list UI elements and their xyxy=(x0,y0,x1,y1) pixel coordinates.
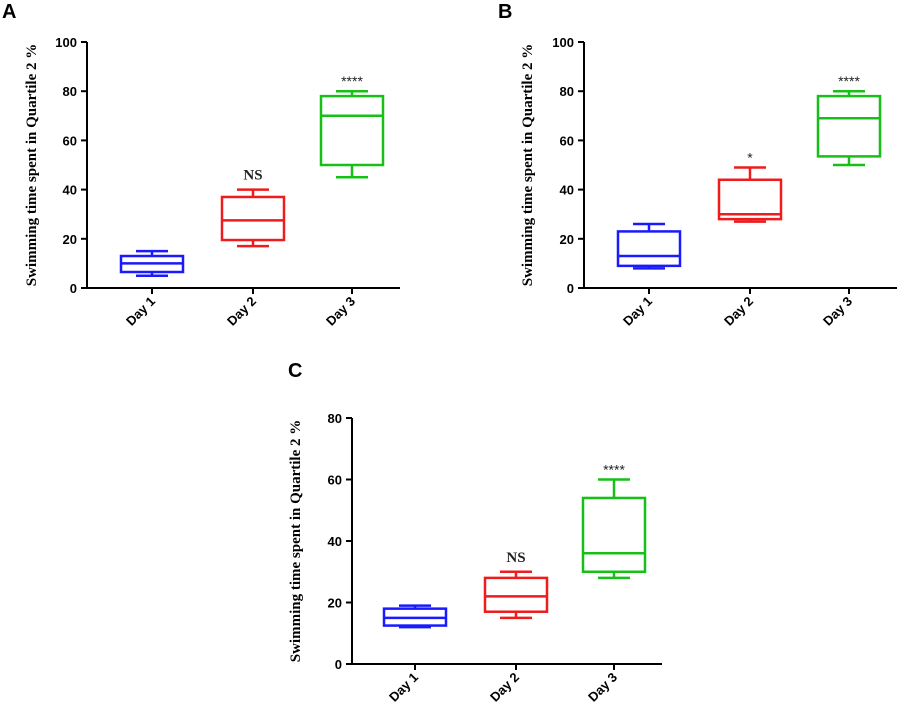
chart-panel-c: C Swimming time spent in Quartile 2 % 0 20 4… xyxy=(288,360,662,705)
y-tick-label: 60 xyxy=(328,473,342,488)
y-tick-label: 60 xyxy=(560,133,574,148)
y-tick-label: 0 xyxy=(567,281,574,296)
y-tick-label: 80 xyxy=(63,84,77,99)
x-tick-label: Day 3 xyxy=(820,294,855,329)
significance-label: NS xyxy=(506,550,525,566)
box-day-1 xyxy=(119,249,185,277)
y-tick-label: 40 xyxy=(328,534,342,549)
x-tick-label: Day 3 xyxy=(323,294,358,329)
significance-label: * xyxy=(747,149,753,165)
y-tick-label: 80 xyxy=(560,84,574,99)
iqr-box xyxy=(616,230,682,268)
y-axis-label: Swimming time spent in Quartile 2 % xyxy=(288,420,304,663)
iqr-box xyxy=(581,496,647,574)
y-tick-label: 20 xyxy=(560,232,574,247)
significance-label: **** xyxy=(838,73,860,89)
box-day-1 xyxy=(616,222,682,270)
significance-label: **** xyxy=(341,73,363,89)
x-tick-label: Day 1 xyxy=(620,294,655,329)
y-tick-label: 0 xyxy=(335,657,342,672)
y-tick-label: 80 xyxy=(328,411,342,426)
y-tick-label: 100 xyxy=(552,35,574,50)
y-tick-label: 0 xyxy=(70,281,77,296)
x-tick-label: Day 2 xyxy=(487,670,522,705)
y-tick-label: 100 xyxy=(55,35,77,50)
y-tick-label: 40 xyxy=(63,183,77,198)
x-tick-label: Day 1 xyxy=(386,670,421,705)
x-tick-label: Day 2 xyxy=(721,294,756,329)
iqr-box xyxy=(319,94,385,167)
box-day-2 xyxy=(483,570,549,620)
box-day-1 xyxy=(382,604,448,629)
y-tick-label: 20 xyxy=(63,232,77,247)
panel-label: A xyxy=(2,1,16,23)
panel-label: B xyxy=(498,1,512,23)
y-tick-label: 20 xyxy=(328,596,342,611)
box-day-2 xyxy=(220,188,286,248)
panel-label: C xyxy=(288,360,302,382)
chart-panel-a: A Swimming time spent in Quartile 2 % 0 20 4… xyxy=(2,1,400,329)
box-day-3 xyxy=(581,478,647,580)
y-tick-label: 60 xyxy=(63,133,77,148)
iqr-box xyxy=(717,178,783,221)
y-tick-label: 40 xyxy=(560,183,574,198)
box-day-2 xyxy=(717,166,783,223)
iqr-box xyxy=(220,195,286,242)
iqr-box xyxy=(816,94,882,158)
significance-label: **** xyxy=(603,462,625,478)
significance-label: NS xyxy=(243,168,262,184)
iqr-box xyxy=(483,576,549,613)
chart-panel-b: B Swimming time spent in Quartile 2 % 0 20 4… xyxy=(498,1,897,329)
box-day-3 xyxy=(319,89,385,179)
box-day-3 xyxy=(816,89,882,167)
y-axis-label: Swimming time spent in Quartile 2 % xyxy=(24,44,40,287)
x-tick-label: Day 2 xyxy=(224,294,259,329)
y-axis-label: Swimming time spent in Quartile 2 % xyxy=(520,44,536,287)
x-tick-label: Day 3 xyxy=(585,670,620,705)
x-tick-label: Day 1 xyxy=(123,294,158,329)
